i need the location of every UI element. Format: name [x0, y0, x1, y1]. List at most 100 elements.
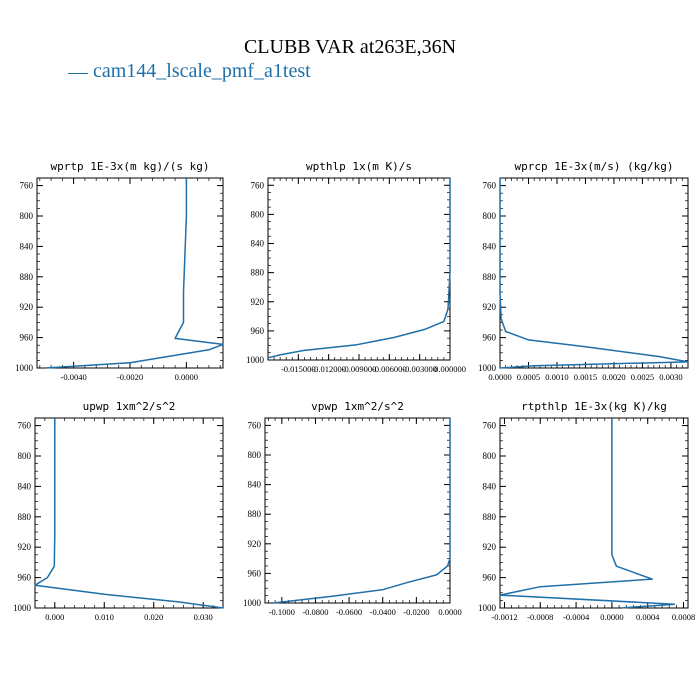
y-tick-label: 920	[483, 302, 497, 312]
series-line	[499, 178, 689, 369]
x-tick-label: -0.0600	[336, 607, 362, 617]
x-tick-label: -0.1000	[269, 607, 295, 617]
plot-frame	[267, 177, 451, 361]
x-tick-label: -0.003000	[402, 364, 437, 374]
y-tick-label: 760	[483, 181, 497, 191]
x-tick-label: 0.0025	[631, 372, 654, 382]
y-tick-label: 1000	[13, 603, 32, 613]
y-tick-label: 920	[483, 542, 497, 552]
y-tick-label: 920	[248, 539, 262, 549]
legend-label: cam144_lscale_pmf_a1test	[93, 60, 311, 82]
subplot-title: wprtp 1E-3x(m kg)/(s kg)	[51, 160, 210, 173]
x-tick-label: 0.0000	[438, 607, 461, 617]
x-tick-label: -0.0004	[563, 612, 590, 622]
x-tick-label: 0.000	[45, 612, 64, 622]
y-tick-label: 840	[248, 480, 262, 490]
x-tick-label: -0.012000	[311, 364, 346, 374]
series-line	[273, 418, 451, 604]
x-tick-label: -0.0040	[61, 372, 87, 382]
y-tick-label: 880	[20, 272, 34, 282]
y-tick-label: 1000	[15, 363, 34, 373]
figure-title: CLUBB VAR at263E,36N	[243, 36, 457, 58]
y-tick-label: 920	[18, 542, 32, 552]
y-tick-label: 920	[20, 302, 34, 312]
subplot-1: wprtp 1E-3x(m kg)/(s kg) 760 800 840 880 920 9…	[15, 160, 224, 382]
y-tick-label: 1000	[246, 355, 265, 365]
x-tick-label: -0.006000	[372, 364, 407, 374]
y-tick-label: 960	[20, 333, 34, 343]
x-tick-label: -0.009000	[342, 364, 377, 374]
x-tick-label: 0.0000	[175, 372, 198, 382]
subplot-title: vpwp 1xm^2/s^2	[311, 400, 404, 413]
legend-line-swatch: —	[68, 60, 88, 83]
series-line	[499, 418, 676, 609]
x-tick-label: 0.0008	[672, 612, 695, 622]
x-tick-label: 0.020	[144, 612, 163, 622]
series-line	[267, 178, 451, 359]
x-tick-label: 0.030	[194, 612, 213, 622]
y-tick-label: 840	[20, 241, 34, 251]
subplot-5: vpwp 1xm^2/s^2 760 800 840 880 920 960 1000 -0.1…	[243, 400, 462, 617]
y-tick-label: 960	[483, 573, 497, 583]
x-tick-label: 0.0000	[488, 372, 511, 382]
x-tick-label: 0.0030	[659, 372, 682, 382]
x-tick-label: 0.0015	[574, 372, 597, 382]
y-tick-label: 880	[18, 512, 32, 522]
y-tick-label: 800	[18, 451, 32, 461]
plot-frame	[34, 417, 224, 609]
x-tick-label: -0.0012	[491, 612, 517, 622]
y-tick-label: 880	[483, 272, 497, 282]
y-tick-label: 760	[251, 180, 265, 190]
subplot-title: rtpthlp 1E-3x(kg K)/kg	[521, 400, 667, 413]
y-tick-label: 1000	[478, 603, 497, 613]
y-tick-label: 800	[248, 450, 262, 460]
y-tick-label: 840	[251, 239, 265, 249]
x-tick-label: -0.0400	[370, 607, 396, 617]
y-tick-label: 800	[251, 209, 265, 219]
series-line	[45, 178, 224, 369]
x-tick-label: -0.0008	[527, 612, 553, 622]
subplot-title: wprcp 1E-3x(m/s) (kg/kg)	[515, 160, 674, 173]
plot-frame	[264, 417, 451, 604]
y-tick-label: 1000	[243, 598, 262, 608]
subplot-6: rtpthlp 1E-3x(kg K)/kg 760 800 840 880 920 960…	[478, 400, 695, 622]
y-tick-label: 760	[483, 421, 497, 431]
y-tick-label: 840	[18, 481, 32, 491]
subplot-4: upwp 1xm^2/s^2 760 800 840 880 920 960 1000 0.00…	[13, 400, 224, 622]
subplot-title: wpthlp 1x(m K)/s	[306, 160, 412, 173]
x-tick-label: 0.0010	[545, 372, 568, 382]
y-tick-label: 960	[483, 333, 497, 343]
x-tick-label: -0.0020	[117, 372, 143, 382]
y-tick-label: 760	[20, 181, 34, 191]
subplot-2: wpthlp 1x(m K)/s 760 800 840 880 920 960 1000 -0…	[246, 160, 466, 374]
x-tick-label: 0.0000	[600, 612, 623, 622]
y-tick-label: 800	[20, 211, 34, 221]
y-tick-label: 880	[251, 268, 265, 278]
y-tick-label: 760	[18, 421, 32, 431]
subplot-3: wprcp 1E-3x(m/s) (kg/kg) 760 800 840 880 920 9…	[478, 160, 689, 382]
y-tick-label: 800	[483, 451, 497, 461]
x-tick-label: 0.0020	[602, 372, 625, 382]
x-tick-label: 0.0005	[517, 372, 540, 382]
subplot-title: upwp 1xm^2/s^2	[83, 400, 176, 413]
x-tick-label: -0.015000	[281, 364, 316, 374]
y-tick-label: 960	[248, 568, 262, 578]
y-tick-label: 880	[483, 512, 497, 522]
legend: — cam144_lscale_pmf_a1test	[68, 60, 311, 84]
x-tick-label: -0.0800	[302, 607, 328, 617]
x-tick-label: 0.010	[95, 612, 114, 622]
plot-frame	[36, 177, 224, 369]
y-tick-label: 840	[483, 481, 497, 491]
y-tick-label: 840	[483, 241, 497, 251]
y-tick-label: 960	[18, 573, 32, 583]
y-tick-label: 1000	[478, 363, 497, 373]
y-tick-label: 920	[251, 297, 265, 307]
plot-frame	[499, 417, 689, 609]
x-tick-label: 0.0004	[636, 612, 660, 622]
y-tick-label: 880	[248, 509, 262, 519]
x-tick-label: -0.0200	[403, 607, 429, 617]
x-tick-label: 0.000000	[434, 364, 466, 374]
y-tick-label: 800	[483, 211, 497, 221]
